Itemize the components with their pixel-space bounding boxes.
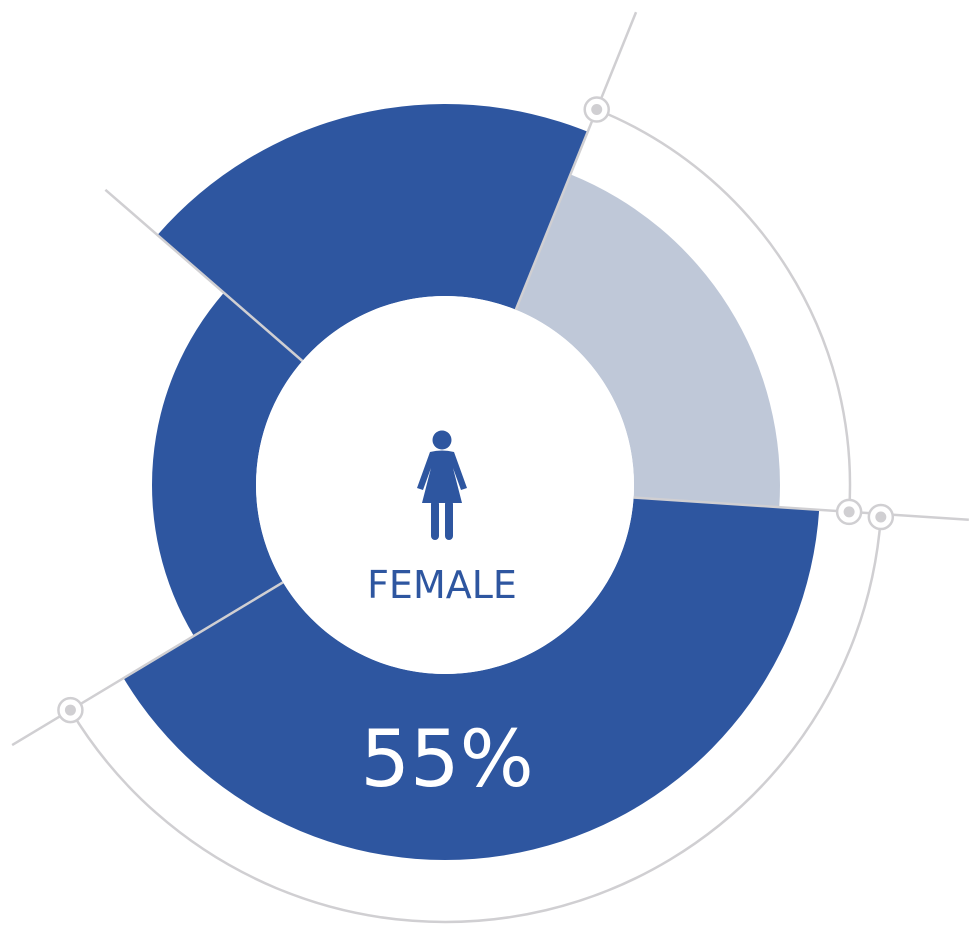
bracket-arc: [596, 108, 852, 512]
icon-dress: [417, 450, 467, 503]
segment: [123, 497, 820, 860]
divider-line: [11, 581, 284, 747]
donut-shapes: [11, 11, 969, 924]
icon-head: [432, 430, 452, 450]
bracket-arc: [69, 516, 883, 924]
segment: [515, 174, 780, 508]
divider-line: [514, 11, 638, 311]
segment: [157, 103, 588, 362]
divider-line: [633, 496, 969, 522]
center-label: FEMALE: [367, 563, 517, 607]
divider-line: [104, 188, 304, 362]
icon-leg: [445, 500, 453, 540]
icon-leg: [431, 500, 439, 540]
segment-label: 55%: [360, 715, 533, 805]
female-icon: [417, 430, 467, 540]
marker-dot: [875, 511, 887, 523]
segment: [152, 292, 303, 636]
marker-dot: [591, 103, 603, 115]
marker-dot: [843, 506, 855, 518]
marker-dot: [64, 704, 76, 716]
